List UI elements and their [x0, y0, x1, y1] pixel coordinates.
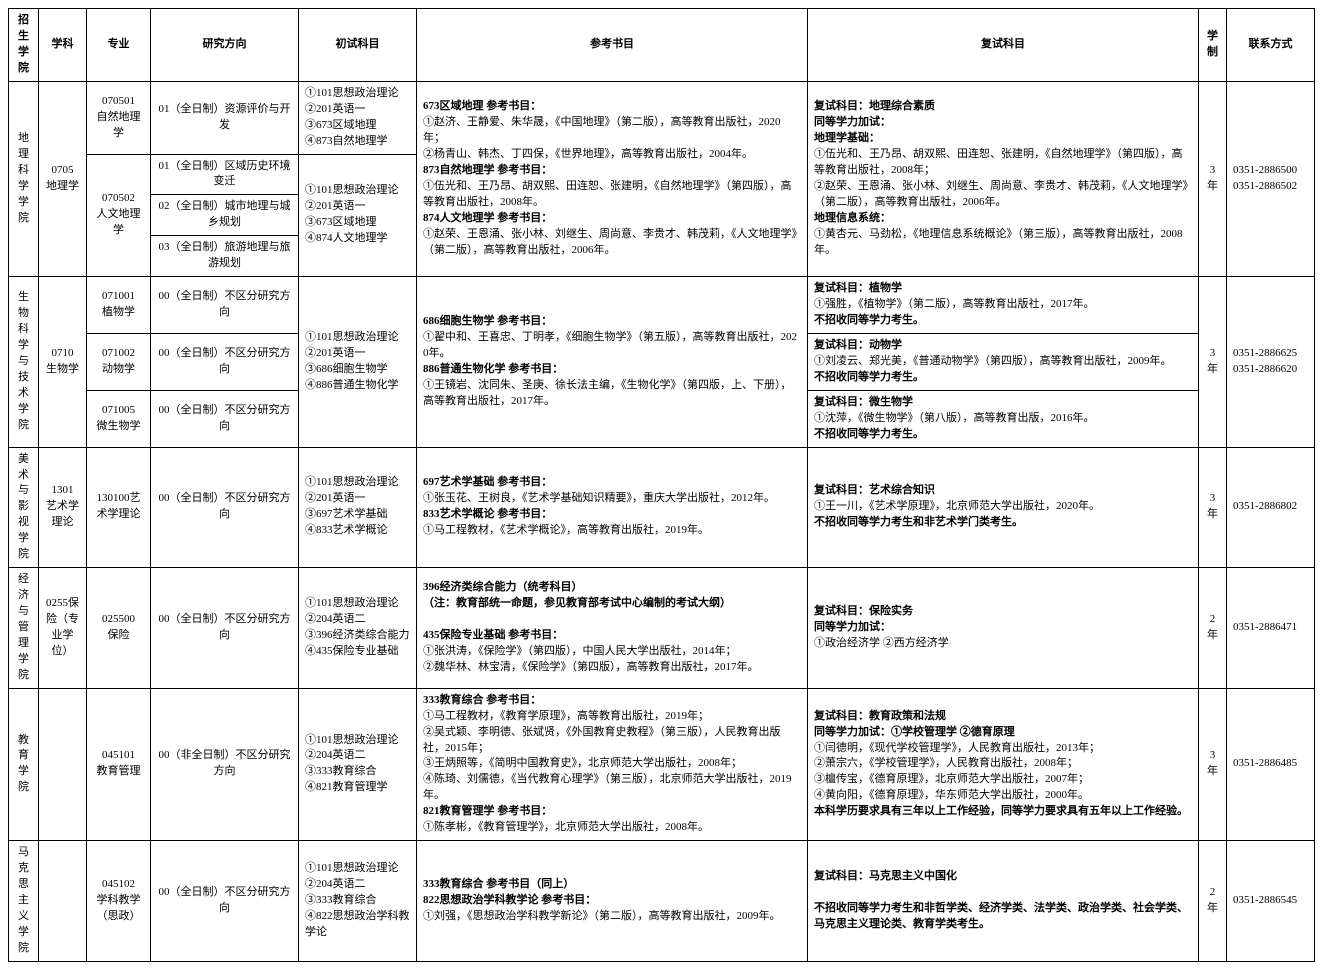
- art-college: 美术与影视学院: [9, 447, 39, 568]
- marx-prelim: ①101思想政治理论②204英语二③333教育综合④822思想政治学科教学论: [299, 841, 417, 962]
- bio-discipline: 0710生物学: [39, 277, 87, 447]
- edu-discipline: [39, 688, 87, 840]
- geo-major2: 070502人文地理学: [87, 154, 151, 277]
- h-major: 专业: [87, 9, 151, 82]
- marx-contact: 0351-2886545: [1227, 841, 1315, 962]
- art-discipline: 1301艺术学理论: [39, 447, 87, 568]
- geo-prelim2: ①101思想政治理论②201英语一③673区域地理④874人文地理学: [299, 154, 417, 277]
- header-row: 招生学院 学科 专业 研究方向 初试科目 参考书目 复试科目 学制 联系方式: [9, 9, 1315, 82]
- bio-contact: 0351-28866250351-2886620: [1227, 277, 1315, 447]
- geo-contact: 0351-28865000351-2886502: [1227, 81, 1315, 276]
- h-refs: 参考书目: [417, 9, 808, 82]
- econ-dir: 00（全日制）不区分研究方向: [151, 568, 299, 689]
- econ-college: 经济与管理学院: [9, 568, 39, 689]
- h-prelim: 初试科目: [299, 9, 417, 82]
- bio-retest1: 复试科目：植物学 ①强胜，《植物学》（第二版），高等教育出版社，2017年。 不…: [808, 277, 1199, 334]
- edu-retest: 复试科目：教育政策和法规 同等学力加试：①学校管理学 ②德育原理 ①闫德明，《现…: [808, 688, 1199, 840]
- marx-years: 2年: [1199, 841, 1227, 962]
- econ-contact: 0351-2886471: [1227, 568, 1315, 689]
- geo-retest: 复试科目：地理综合素质 同等学力加试： 地理学基础： ①伍光和、王乃昂、胡双熙、…: [808, 81, 1199, 276]
- art-contact: 0351-2886802: [1227, 447, 1315, 568]
- bio-college: 生物科学与技术学院: [9, 277, 39, 447]
- geo-dir4: 03（全日制）旅游地理与旅游规划: [151, 236, 299, 277]
- marx-major: 045102学科教学（思政）: [87, 841, 151, 962]
- bio-refs: 686细胞生物学 参考书目： ①翟中和、王喜忠、丁明孝，《细胞生物学》（第五版）…: [417, 277, 808, 447]
- edu-college: 教育学院: [9, 688, 39, 840]
- row-geo-1: 地理科学学院 0705地理学 070501自然地理学 01（全日制）资源评价与开…: [9, 81, 1315, 154]
- econ-major: 025500保险: [87, 568, 151, 689]
- h-college: 招生学院: [9, 9, 39, 82]
- geo-college: 地理科学学院: [9, 81, 39, 276]
- row-edu: 教育学院 045101教育管理 00（非全日制）不区分研究方向 ①101思想政治…: [9, 688, 1315, 840]
- bio-major2: 071002动物学: [87, 333, 151, 390]
- art-dir: 00（全日制）不区分研究方向: [151, 447, 299, 568]
- art-refs: 697艺术学基础 参考书目： ①张玉花、王树良，《艺术学基础知识精要》，重庆大学…: [417, 447, 808, 568]
- art-major: 130100艺术学理论: [87, 447, 151, 568]
- marx-college: 马克思主义学院: [9, 841, 39, 962]
- bio-major3: 071005微生物学: [87, 390, 151, 447]
- edu-dir: 00（非全日制）不区分研究方向: [151, 688, 299, 840]
- h-direction: 研究方向: [151, 9, 299, 82]
- geo-years: 3年: [1199, 81, 1227, 276]
- econ-years: 2年: [1199, 568, 1227, 689]
- row-bio-1: 生物科学与技术学院 0710生物学 071001植物学 00（全日制）不区分研究…: [9, 277, 1315, 334]
- h-contact: 联系方式: [1227, 9, 1315, 82]
- bio-retest3: 复试科目：微生物学 ①沈萍，《微生物学》（第八版），高等教育出版，2016年。 …: [808, 390, 1199, 447]
- art-retest: 复试科目：艺术综合知识 ①王一川，《艺术学原理》，北京师范大学出版社，2020年…: [808, 447, 1199, 568]
- edu-refs: 333教育综合 参考书目： ①马工程教材，《教育学原理》，高等教育出版社，201…: [417, 688, 808, 840]
- bio-retest2: 复试科目：动物学 ①刘凌云、郑光美，《普通动物学》（第四版），高等教育出版社，2…: [808, 333, 1199, 390]
- geo-dir2: 01（全日制）区域历史环境变迁: [151, 154, 299, 195]
- geo-major1: 070501自然地理学: [87, 81, 151, 154]
- h-retest: 复试科目: [808, 9, 1199, 82]
- edu-contact: 0351-2886485: [1227, 688, 1315, 840]
- econ-discipline: 0255保险（专业学位）: [39, 568, 87, 689]
- bio-years: 3年: [1199, 277, 1227, 447]
- admissions-table: 招生学院 学科 专业 研究方向 初试科目 参考书目 复试科目 学制 联系方式 地…: [8, 8, 1315, 962]
- marx-refs: 333教育综合 参考书目（同上） 822思想政治学科教学论 参考书目： ①刘强，…: [417, 841, 808, 962]
- econ-prelim: ①101思想政治理论②204英语二③396经济类综合能力④435保险专业基础: [299, 568, 417, 689]
- bio-major1: 071001植物学: [87, 277, 151, 334]
- edu-major: 045101教育管理: [87, 688, 151, 840]
- geo-dir1: 01（全日制）资源评价与开发: [151, 81, 299, 154]
- geo-dir3: 02（全日制）城市地理与城乡规划: [151, 195, 299, 236]
- bio-dir3: 00（全日制）不区分研究方向: [151, 390, 299, 447]
- geo-prelim1: ①101思想政治理论②201英语一③673区域地理④873自然地理学: [299, 81, 417, 154]
- edu-years: 3年: [1199, 688, 1227, 840]
- h-discipline: 学科: [39, 9, 87, 82]
- row-marx: 马克思主义学院 045102学科教学（思政） 00（全日制）不区分研究方向 ①1…: [9, 841, 1315, 962]
- marx-discipline: [39, 841, 87, 962]
- bio-dir1: 00（全日制）不区分研究方向: [151, 277, 299, 334]
- art-years: 3年: [1199, 447, 1227, 568]
- econ-refs: 396经济类综合能力（统考科目） （注：教育部统一命题，参见教育部考试中心编制的…: [417, 568, 808, 689]
- marx-retest: 复试科目：马克思主义中国化 不招收同等学力考生和非哲学类、经济学类、法学类、政治…: [808, 841, 1199, 962]
- row-econ: 经济与管理学院 0255保险（专业学位） 025500保险 00（全日制）不区分…: [9, 568, 1315, 689]
- edu-prelim: ①101思想政治理论②204英语二③333教育综合④821教育管理学: [299, 688, 417, 840]
- art-prelim: ①101思想政治理论②201英语一③697艺术学基础④833艺术学概论: [299, 447, 417, 568]
- econ-retest: 复试科目：保险实务 同等学力加试： ①政治经济学 ②西方经济学: [808, 568, 1199, 689]
- bio-dir2: 00（全日制）不区分研究方向: [151, 333, 299, 390]
- h-years: 学制: [1199, 9, 1227, 82]
- geo-refs: 673区域地理 参考书目： ①赵济、王静爱、朱华晟，《中国地理》（第二版），高等…: [417, 81, 808, 276]
- row-art: 美术与影视学院 1301艺术学理论 130100艺术学理论 00（全日制）不区分…: [9, 447, 1315, 568]
- marx-dir: 00（全日制）不区分研究方向: [151, 841, 299, 962]
- bio-prelim: ①101思想政治理论②201英语一③686细胞生物学④886普通生物化学: [299, 277, 417, 447]
- geo-discipline: 0705地理学: [39, 81, 87, 276]
